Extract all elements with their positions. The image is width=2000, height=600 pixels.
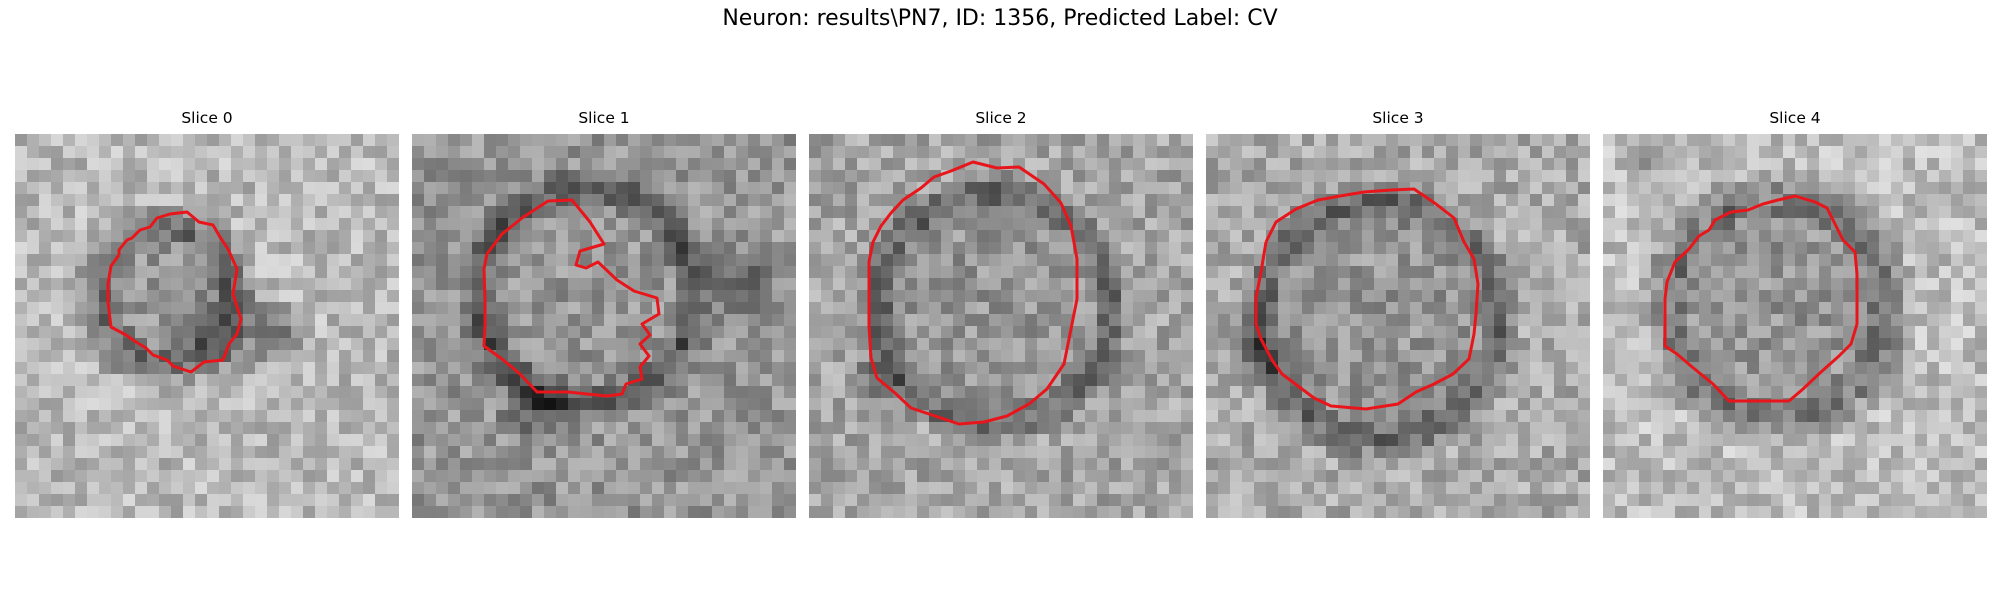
slice-image-3 bbox=[1206, 134, 1590, 518]
segmentation-contour-4 bbox=[1663, 194, 1859, 403]
slice-image-4 bbox=[1603, 134, 1987, 518]
segmentation-contour-1 bbox=[482, 198, 661, 398]
segmentation-contour-2 bbox=[867, 160, 1079, 426]
segmentation-contour-0 bbox=[106, 210, 243, 374]
segmentation-contour-3 bbox=[1254, 187, 1480, 411]
slice-title-0: Slice 0 bbox=[181, 109, 233, 127]
slice-image-0 bbox=[15, 134, 399, 518]
slice-panel-0: Slice 0 bbox=[15, 107, 399, 518]
slice-image-2 bbox=[809, 134, 1193, 518]
figure-title: Neuron: results\PN7, ID: 1356, Predicted… bbox=[722, 6, 1278, 31]
slice-title-4: Slice 4 bbox=[1769, 109, 1821, 127]
slice-panel-1: Slice 1 bbox=[412, 107, 796, 518]
slice-title-2: Slice 2 bbox=[975, 109, 1027, 127]
slice-image-1 bbox=[412, 134, 796, 518]
slice-title-3: Slice 3 bbox=[1372, 109, 1424, 127]
slice-panel-2: Slice 2 bbox=[809, 107, 1193, 518]
slice-panel-4: Slice 4 bbox=[1603, 107, 1987, 518]
slice-panel-3: Slice 3 bbox=[1206, 107, 1590, 518]
slice-title-1: Slice 1 bbox=[578, 109, 630, 127]
